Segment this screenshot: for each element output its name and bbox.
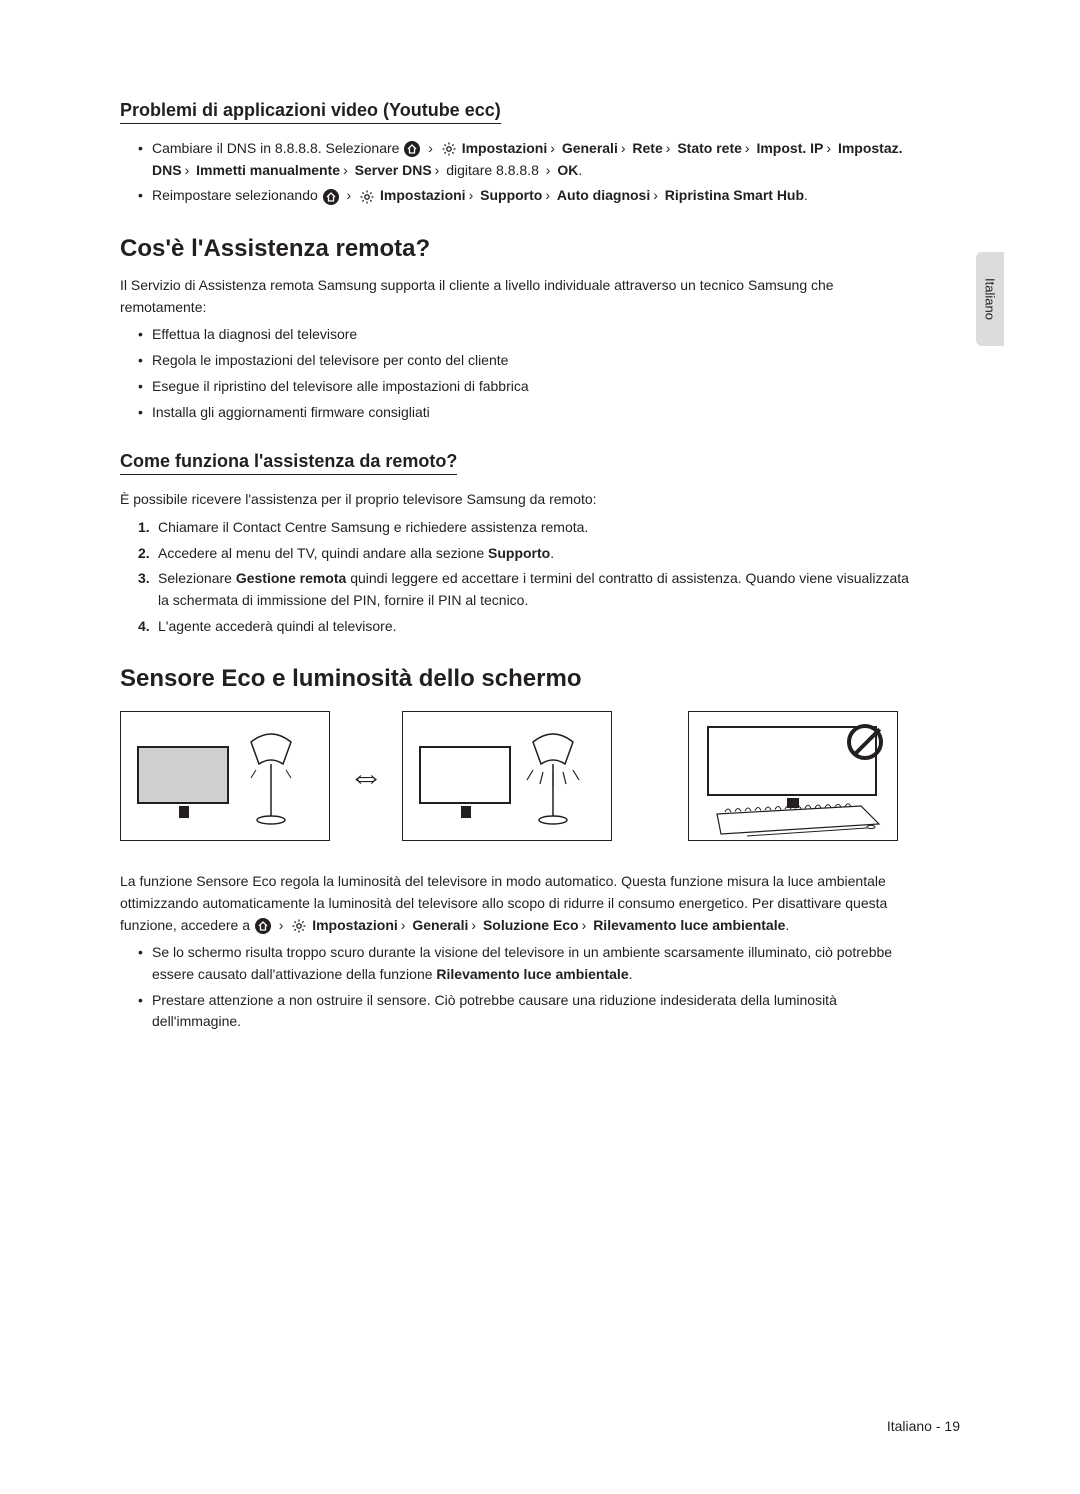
language-tab-label: Italiano — [983, 278, 998, 320]
list-item: Installa gli aggiornamenti firmware cons… — [138, 402, 920, 424]
illus-bright-room — [402, 711, 612, 841]
step-item: Chiamare il Contact Centre Samsung e ric… — [138, 517, 920, 539]
double-arrow-icon: ⇔ — [348, 758, 384, 794]
page-footer: Italiano - 19 — [887, 1418, 960, 1434]
reset-item: Reimpostare selezionando › Impostazioni›… — [138, 185, 920, 207]
illus-obstruction — [688, 711, 898, 841]
language-tab: Italiano — [976, 252, 1004, 346]
heading-eco-sensor: Sensore Eco e luminosità dello schermo — [120, 665, 920, 693]
eco-illustration: ⇔ — [120, 711, 920, 841]
how-works-intro: È possibile ricevere l'assistenza per il… — [120, 489, 920, 511]
eco-description: La funzione Sensore Eco regola la lumino… — [120, 871, 920, 936]
illus-dark-room — [120, 711, 330, 841]
home-icon — [404, 141, 420, 157]
home-icon — [255, 918, 271, 934]
heading-remote-assist: Cos'è l'Assistenza remota? — [120, 235, 920, 263]
remote-assist-list: Effettua la diagnosi del televisore Rego… — [120, 324, 920, 423]
home-icon — [323, 189, 339, 205]
remote-assist-intro: Il Servizio di Assistenza remota Samsung… — [120, 275, 920, 318]
list-item: Regola le impostazioni del televisore pe… — [138, 350, 920, 372]
gear-icon — [291, 918, 307, 934]
list-item: Prestare attenzione a non ostruire il se… — [138, 990, 920, 1033]
step-item: L'agente accederà quindi al televisore. — [138, 616, 920, 638]
gear-icon — [441, 141, 457, 157]
gear-icon — [359, 189, 375, 205]
heading-how-works: Come funziona l'assistenza da remoto? — [120, 451, 457, 475]
list-item: Se lo schermo risulta troppo scuro duran… — [138, 942, 920, 985]
how-works-steps: Chiamare il Contact Centre Samsung e ric… — [120, 517, 920, 637]
heading-video-apps: Problemi di applicazioni video (Youtube … — [120, 100, 501, 124]
video-apps-list: Cambiare il DNS in 8.8.8.8. Selezionare … — [120, 138, 920, 207]
list-item: Esegue il ripristino del televisore alle… — [138, 376, 920, 398]
prohibit-icon — [847, 724, 883, 760]
step-item: Selezionare Gestione remota quindi legge… — [138, 568, 920, 611]
dns-change-item: Cambiare il DNS in 8.8.8.8. Selezionare … — [138, 138, 920, 181]
step-item: Accedere al menu del TV, quindi andare a… — [138, 543, 920, 565]
page-content: Problemi di applicazioni video (Youtube … — [120, 100, 920, 1033]
eco-notes: Se lo schermo risulta troppo scuro duran… — [120, 942, 920, 1033]
list-item: Effettua la diagnosi del televisore — [138, 324, 920, 346]
